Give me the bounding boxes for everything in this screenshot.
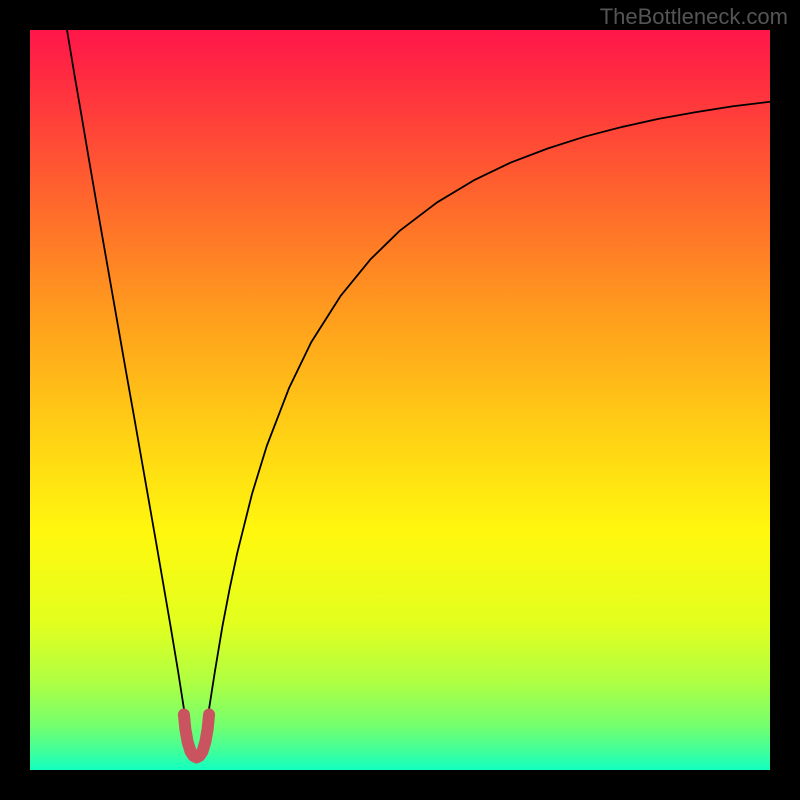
bottleneck-curve-chart: [30, 30, 770, 770]
watermark-text: TheBottleneck.com: [600, 4, 788, 30]
chart-frame: TheBottleneck.com: [0, 0, 800, 800]
plot-area: [30, 30, 770, 770]
gradient-background: [30, 30, 770, 770]
